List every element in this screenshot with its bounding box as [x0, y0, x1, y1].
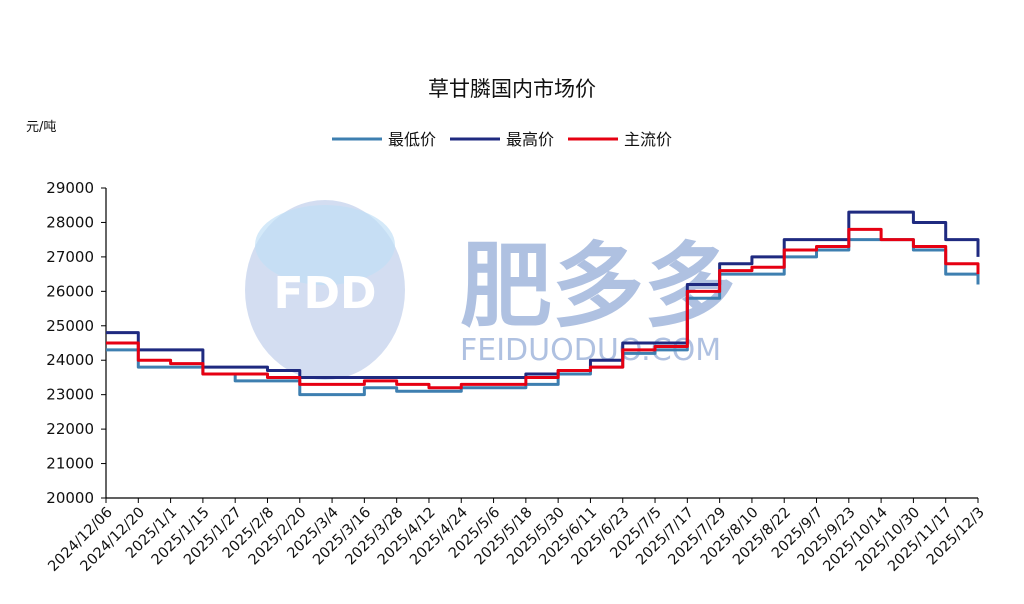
- y-axis-unit: 元/吨: [26, 120, 56, 135]
- y-tick-label: 20000: [46, 489, 94, 507]
- legend-label-0: 最低价: [388, 130, 436, 149]
- y-tick-label: 21000: [46, 455, 94, 473]
- watermark-logo-leaf-icon: [255, 205, 395, 285]
- series-line-2: [106, 227, 980, 390]
- y-tick-label: 26000: [46, 282, 94, 300]
- watermark-logo-text: FDD: [273, 268, 376, 319]
- y-tick-label: 24000: [46, 351, 94, 369]
- y-tick-label: 25000: [46, 317, 94, 335]
- y-tick-label: 23000: [46, 386, 94, 404]
- watermark-brand: 肥多多: [460, 233, 736, 340]
- legend-label-2: 主流价: [624, 130, 672, 149]
- legend: 最低价 最高价 主流价: [332, 130, 672, 149]
- y-tick-label: 22000: [46, 420, 94, 438]
- y-tick-label: 27000: [46, 248, 94, 266]
- legend-label-1: 最高价: [506, 130, 554, 149]
- series-line-1: [106, 210, 980, 379]
- y-tick-label: 29000: [46, 179, 94, 197]
- watermark-logo-icon: [245, 200, 405, 380]
- watermark: FDD 肥多多 FEIDUODUO.COM: [245, 200, 736, 380]
- chart-title: 草甘膦国内市场价: [428, 77, 596, 101]
- series-lines: [106, 210, 980, 397]
- y-tick-label: 28000: [46, 213, 94, 231]
- series-line-0: [106, 238, 980, 397]
